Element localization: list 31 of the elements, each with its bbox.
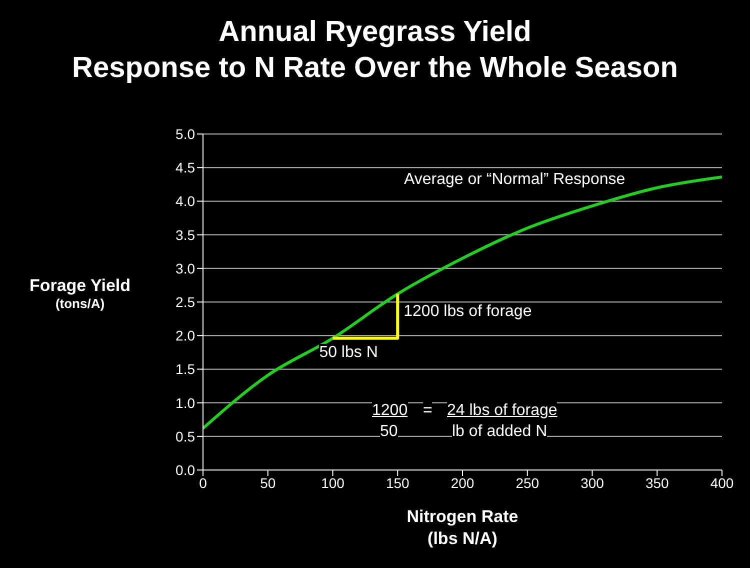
y-tick-label: 2.0 — [176, 328, 196, 344]
y-tick-label: 2.5 — [176, 294, 196, 310]
annotation: lb of added N — [452, 423, 548, 441]
x-tick-label: 0 — [199, 474, 208, 491]
x-tick-label: 200 — [450, 474, 474, 491]
annotation: 1200 — [372, 402, 408, 420]
y-tick-label: 3.5 — [176, 226, 196, 243]
chart-title: Annual Ryegrass Yield Response to N Rate Over the Whole Season — [71, 15, 679, 86]
y-tick-label: 4.5 — [176, 160, 196, 176]
annotation: 50 lbs N — [319, 344, 378, 362]
x-tick-label: 350 — [645, 474, 670, 491]
y-tick-label: 0.0 — [176, 462, 196, 478]
x-tick-label: 100 — [321, 474, 345, 491]
y-tick-label: 1.0 — [176, 394, 196, 411]
y-tick-label: 5.0 — [176, 126, 196, 142]
annotation: 24 lbs of forage — [447, 402, 558, 420]
x-tick-label: 50 — [260, 474, 276, 491]
x-tick-label: 150 — [386, 474, 410, 491]
y-tick-label: 1.5 — [176, 361, 196, 378]
annotation: Average or “Normal” Response — [404, 171, 626, 189]
x-tick-label: 300 — [580, 474, 604, 491]
annotation: 50 — [380, 423, 398, 441]
annotation: 1200 lbs of forage — [404, 303, 532, 322]
x-tick-label: 250 — [516, 474, 540, 491]
y-tick-label: 4.0 — [176, 193, 196, 210]
x-tick-label: 400 — [710, 474, 734, 491]
y-tick-label: 0.5 — [176, 428, 196, 444]
x-axis-title: Nitrogen Rate (lbs N/A) — [406, 506, 520, 550]
annotation: = — [423, 402, 432, 420]
y-tick-label: 3.0 — [176, 260, 196, 276]
y-axis-title: Forage Yield (tons/A) — [28, 276, 132, 311]
